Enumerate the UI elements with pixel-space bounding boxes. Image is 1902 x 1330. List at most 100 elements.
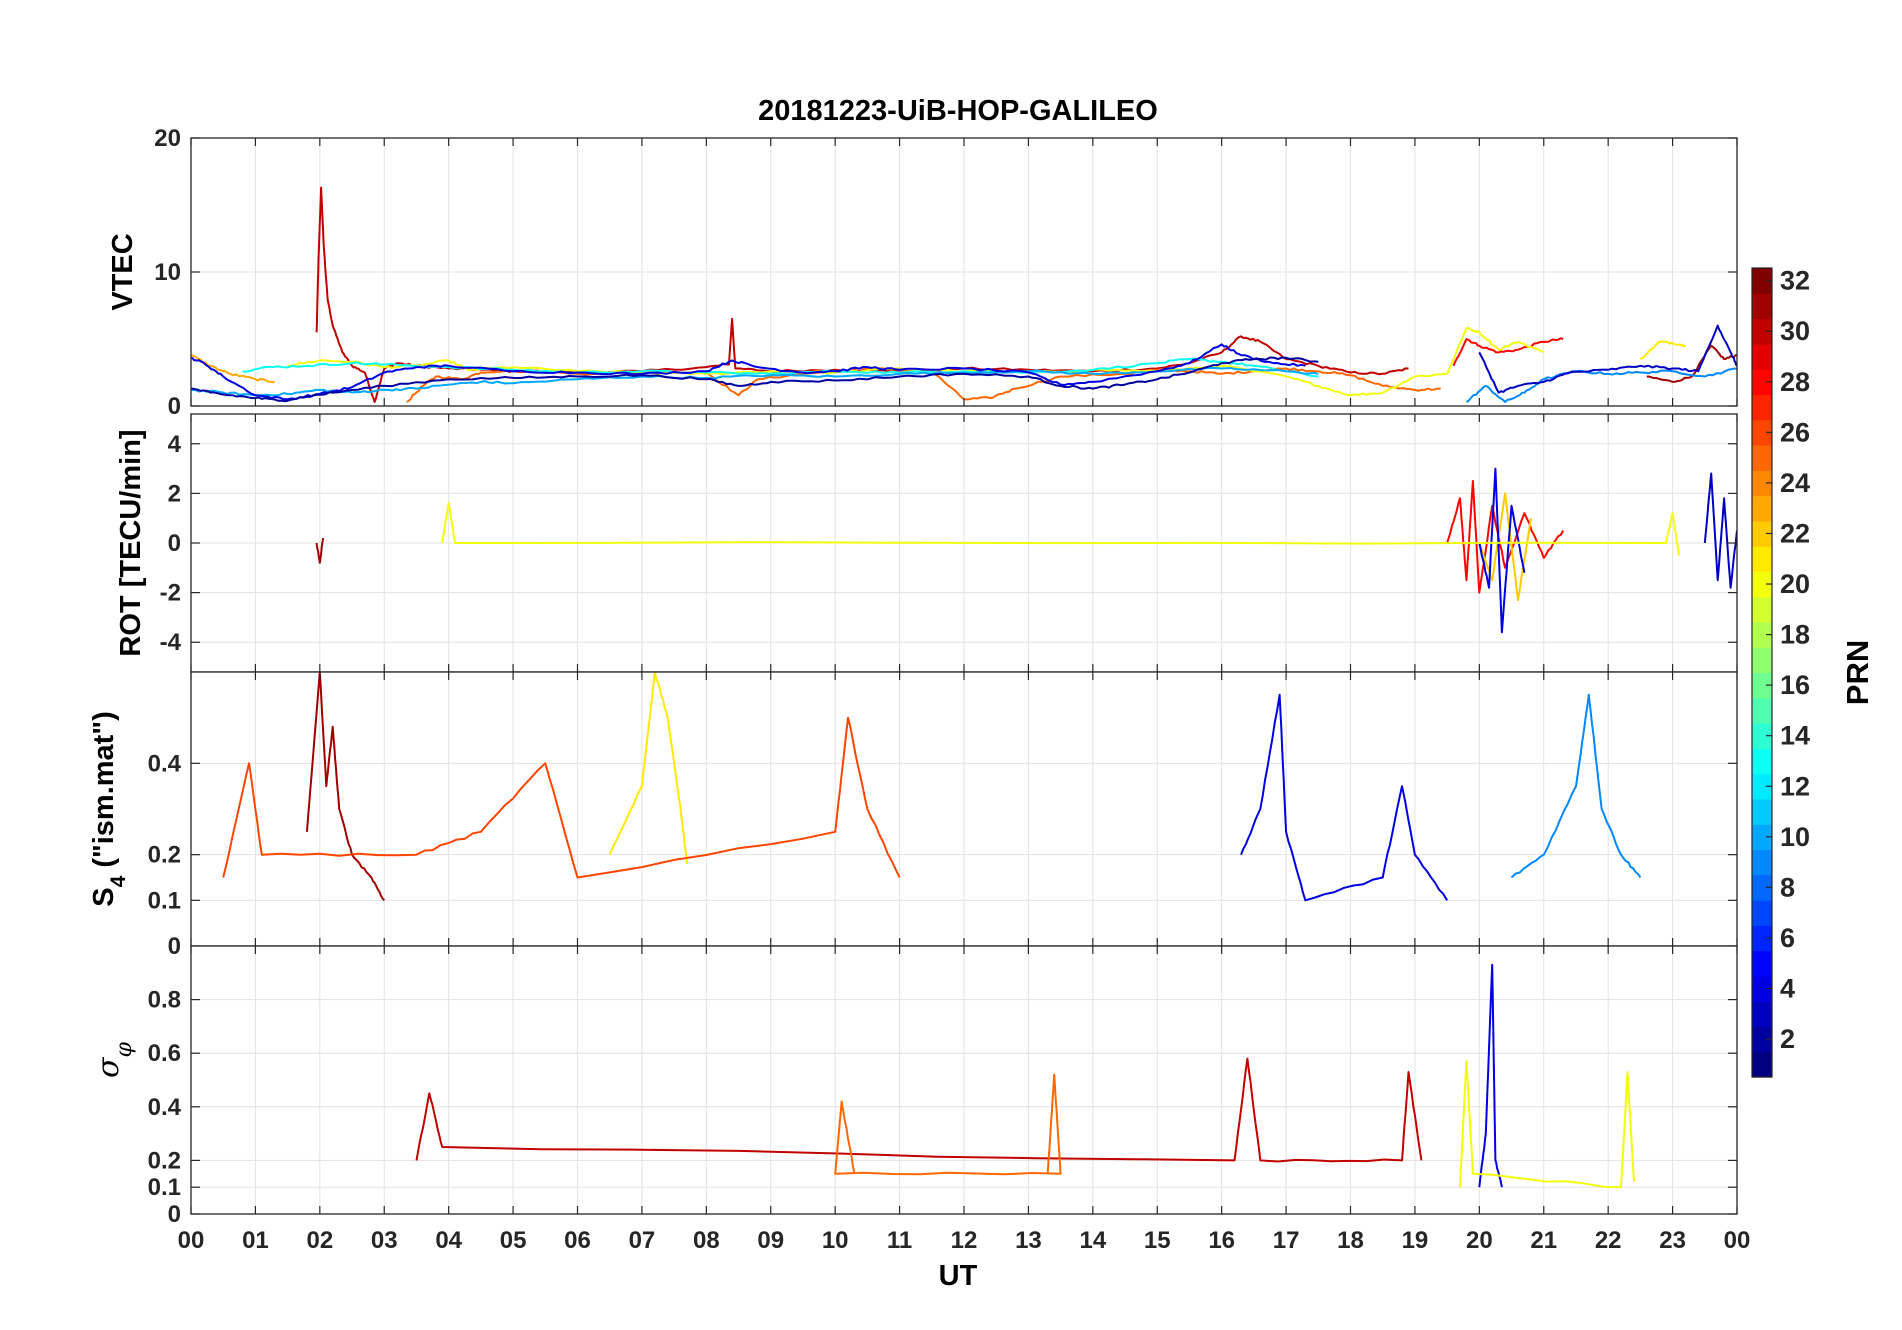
x-tick-label: 23 [1659,1227,1686,1254]
y-axis-label-sigma_phi: σφ [91,1041,137,1077]
x-tick-label: 22 [1595,1227,1622,1254]
x-tick-label: 04 [435,1227,462,1254]
colorbar-swatch [1752,444,1772,471]
colorbar-swatch [1752,546,1772,572]
y-tick-label: 10 [154,259,181,286]
series-prn-26 [222,716,901,879]
y-tick-label: -4 [160,629,182,656]
colorbar-swatch [1752,293,1772,320]
x-tick-label: 13 [1015,1227,1042,1254]
series-prn-3 [1478,324,1737,394]
y-tick-label: 0.1 [148,887,181,914]
series-prn-30 [415,1057,1423,1163]
series-prn-21 [1639,340,1686,360]
series-prn-31 [1646,344,1737,383]
series-prn-20 [1459,1060,1635,1189]
series-prn-30 [315,186,1409,403]
x-tick-label: 12 [951,1227,978,1254]
colorbar-tick-label: 26 [1780,417,1810,447]
series-prn-25 [834,1073,1062,1176]
y-tick-label: 0 [168,393,181,420]
colorbar-tick-label: 6 [1780,923,1795,953]
y-axis-label-vtec: VTEC [107,233,139,310]
series-prn-21 [608,672,688,864]
colorbar-tick-label: 12 [1780,771,1810,801]
y-tick-label: 0.2 [148,842,181,869]
colorbar-swatch [1752,343,1772,370]
x-tick-label: 00 [178,1227,205,1254]
colorbar-tick-label: 20 [1780,569,1810,599]
panel-s4-series [222,672,1642,902]
x-tick-label: 16 [1208,1227,1235,1254]
x-tick-label: 03 [371,1227,398,1254]
colorbar-tick-label: 2 [1780,1024,1795,1054]
x-tick-label: 21 [1530,1227,1557,1254]
x-tick-label: 14 [1079,1227,1106,1254]
series-prn-2 [191,356,1319,403]
colorbar-swatch [1752,697,1772,724]
series-prn-4 [1478,963,1503,1188]
colorbar-tick-label: 28 [1780,367,1810,397]
panel-vtec: 0 10 20 VTEC [107,125,1738,420]
colorbar-swatch [1752,596,1772,623]
colorbar-swatch [1752,520,1772,547]
colorbar-tick-label: 10 [1780,822,1810,852]
colorbar-swatch [1752,849,1772,876]
x-tick-label: 19 [1402,1227,1429,1254]
y-tick-label: 20 [154,125,181,152]
colorbar-swatch [1752,925,1772,952]
colorbar-swatch [1752,470,1772,497]
colorbar-swatch [1752,900,1772,926]
y-tick-label: 0.4 [148,1094,182,1121]
colorbar-tick-label: 18 [1780,620,1810,650]
y-tick-label: 0.6 [148,1040,181,1067]
colorbar-tick-label: 14 [1780,721,1810,751]
x-tick-label: 15 [1144,1227,1171,1254]
colorbar-swatch [1752,824,1772,851]
colorbar-swatch [1752,495,1772,522]
y-tick-label: -2 [160,580,181,607]
panel-vtec-series [191,186,1737,403]
colorbar-swatch [1752,773,1772,800]
y-tick-label: 0 [168,1201,181,1228]
y-tick-label: 0 [168,530,181,557]
colorbar-frame [1751,267,1773,1078]
x-tick-label: 02 [306,1227,333,1254]
colorbar-swatch [1752,723,1772,749]
colorbar-swatch [1752,748,1772,775]
y-tick-label: 0.8 [148,987,181,1014]
series-prn-4 [1478,467,1526,634]
x-tick-label: 07 [629,1227,656,1254]
y-tick-label: 0 [168,933,181,960]
y-tick-label: 4 [168,431,182,458]
colorbar-tick-label: 16 [1780,670,1810,700]
x-tick-label: 00 [1724,1227,1751,1254]
x-axis-label: UT [939,1260,978,1292]
panel-sigma_phi: 00.10.2 0.4 0.6 0.8 σφ [91,945,1738,1228]
colorbar-swatch [1752,798,1772,825]
x-tick-label: 17 [1273,1227,1300,1254]
colorbar-tick-label: 24 [1780,468,1810,498]
colorbar-swatch [1752,571,1772,598]
x-tick-label: 06 [564,1227,591,1254]
y-axis-label-rot: ROT [TECU/min] [115,429,147,656]
x-tick-label: 08 [693,1227,720,1254]
series-prn-31 [315,537,325,564]
y-axis-label-s4: S4 ("ism.mat") [88,711,130,907]
panel-sigma_phi-series [415,963,1635,1189]
series-prn-31 [305,672,386,901]
x-tick-label: 01 [242,1227,269,1254]
colorbar-swatch [1752,950,1772,977]
colorbar-swatch [1752,419,1772,446]
y-tick-label: 2 [168,480,181,507]
colorbar-swatch [1752,1051,1772,1078]
panel-rot: -4 -2 0 2 4 ROT [TECU/min] [115,413,1738,673]
colorbar-tick-label: 30 [1780,316,1810,346]
y-tick-label: 0.4 [148,750,182,777]
chart-title: 20181223-UiB-HOP-GALILEO [758,95,1158,127]
colorbar-tick-label: 22 [1780,518,1810,548]
panel-s4: 0 0.1 0.2 0.4 S4 ("ism.mat") [88,671,1738,960]
